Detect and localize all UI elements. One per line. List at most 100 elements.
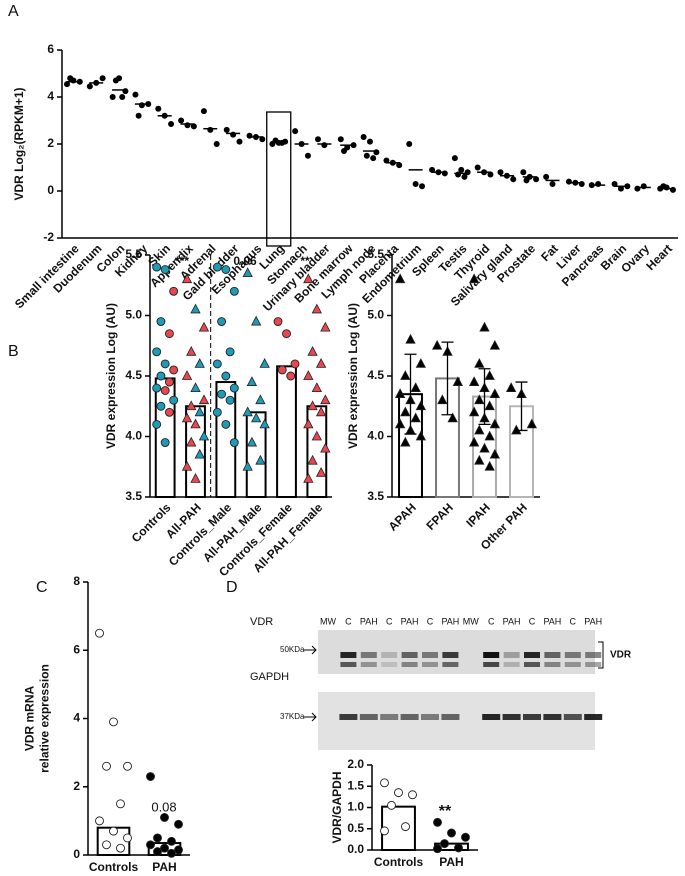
blot-band [340,662,357,667]
annotation: *** [175,254,189,268]
data-point [533,176,540,183]
data-point [401,822,410,832]
data-point [370,155,377,162]
data-point [406,141,413,147]
data-point [213,141,220,147]
data-point [543,173,550,180]
blot-band [482,714,501,720]
y-axis-title: VDR mRNA [23,686,37,752]
lane-label: PAH [503,616,521,626]
data-point [464,169,471,176]
data-point [223,126,230,133]
blot-band [524,652,540,658]
data-point [168,121,175,128]
error-bar [478,368,491,426]
y-tick-label: 0 [73,847,80,861]
blot-band [381,652,398,658]
y-axis-title: VDR expression Log (AU) [104,303,118,449]
data-point [212,407,222,417]
data-point [489,418,501,429]
data-point [160,265,170,274]
data-point [307,345,318,356]
blot-band [564,662,581,667]
lane-label: PAH [584,616,602,626]
data-point [363,152,370,159]
data-point [611,180,618,187]
data-point [380,826,389,836]
data-point [489,339,501,350]
data-point [255,454,266,465]
data-point [146,772,155,781]
data-point [155,105,162,112]
blot-band [584,714,603,720]
data-point [102,840,111,850]
data-point [246,436,258,447]
data-point [221,371,231,381]
data-point [184,122,191,129]
data-point [174,845,183,855]
data-point [400,436,411,447]
data-point [122,88,129,95]
data-point [194,406,205,417]
data-point [246,132,253,139]
data-point [186,400,197,411]
data-point [617,185,624,192]
lane-label: C [386,616,393,626]
data-point [461,173,468,180]
data-point [484,430,495,441]
data-point [340,148,347,155]
bar [245,411,267,498]
lane-label: PAH [360,616,378,626]
data-point [454,843,463,853]
lane-label: C [488,616,495,626]
blot-band [585,662,602,667]
y-tick-label: 6 [47,42,54,56]
y-tick-label: 3.5 [125,489,142,503]
data-point [217,389,227,399]
data-point [479,442,490,453]
data-point [190,472,201,483]
blot-band [380,714,399,720]
data-point [479,321,490,332]
data-point [186,436,197,447]
x-tick-label: PAH [439,855,463,869]
data-point [194,448,205,459]
y-tick-label: 1.0 [347,800,364,814]
data-point [198,321,210,332]
lane-label: PAH [543,616,561,626]
data-point [123,761,132,771]
blot-label: GAPDH [250,671,289,683]
blot-band [524,662,540,667]
blot-band [401,662,418,667]
annotation: ** [439,803,452,820]
data-point [153,833,162,843]
data-point [109,94,116,100]
data-point [160,813,169,822]
data-point [394,273,406,284]
data-point [164,329,174,339]
data-point [207,126,214,133]
bar [185,405,206,498]
data-point [510,176,517,183]
data-point [437,394,448,405]
data-point [410,382,421,392]
data-point [164,377,174,387]
data-point [452,376,464,386]
data-point [160,359,170,369]
y-tick-label: 4.5 [125,368,142,382]
data-point [116,799,125,809]
data-point [221,265,231,274]
data-point [156,371,166,381]
panel-label: C [36,579,48,596]
data-point [410,412,421,423]
data-point [156,317,166,326]
x-tick-label: Controls [89,860,139,874]
data-point [67,75,74,82]
data-point [156,401,166,411]
bar [276,365,297,498]
data-point [458,166,465,173]
y-tick-label: 4.0 [367,429,384,443]
blot-band [523,714,541,720]
data-point [505,382,517,392]
data-point [186,345,197,356]
